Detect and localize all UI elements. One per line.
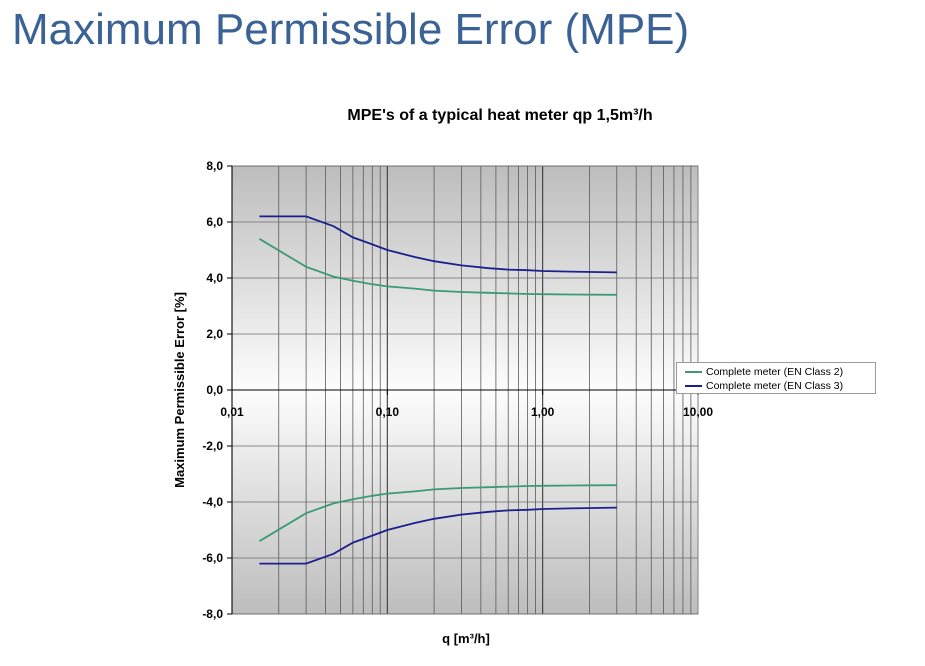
x-tick-label: 10,00	[683, 405, 713, 419]
y-tick-label: 8,0	[206, 159, 223, 173]
y-tick-label: 2,0	[206, 327, 223, 341]
legend-swatch	[685, 371, 702, 373]
legend: Complete meter (EN Class 2) Complete met…	[676, 362, 876, 394]
y-tick-label: 0,0	[206, 383, 223, 397]
x-tick-label: 0,01	[220, 405, 244, 419]
y-tick-label: -6,0	[202, 551, 223, 565]
y-tick-label: -2,0	[202, 439, 223, 453]
legend-swatch	[685, 385, 702, 387]
y-tick-label: -8,0	[202, 607, 223, 621]
y-axis-label: Maximum Permissible Error [%]	[172, 292, 187, 488]
y-tick-label: 6,0	[206, 215, 223, 229]
x-axis-label: q [m³/h]	[442, 631, 490, 646]
chart-title: MPE's of a typical heat meter qp 1,5m³/h	[347, 107, 653, 124]
page-title: Maximum Permissible Error (MPE)	[12, 5, 690, 54]
series-line-3-lower	[259, 506, 617, 565]
series-line-2-lower	[258, 484, 617, 542]
x-tick-label: 0,10	[376, 405, 400, 419]
legend-item-class-2: Complete meter (EN Class 2)	[685, 365, 843, 379]
y-tick-label: 4,0	[206, 271, 223, 285]
legend-label: Complete meter (EN Class 2)	[706, 366, 844, 378]
x-tick-label: 1,00	[531, 405, 555, 419]
y-tick-label: -4,0	[202, 495, 223, 509]
series-line-2-upper	[258, 238, 617, 296]
legend-label: Complete meter (EN Class 3)	[706, 380, 844, 392]
series-line-3-upper	[259, 215, 617, 274]
legend-item-class-3: Complete meter (EN Class 3)	[685, 379, 843, 393]
